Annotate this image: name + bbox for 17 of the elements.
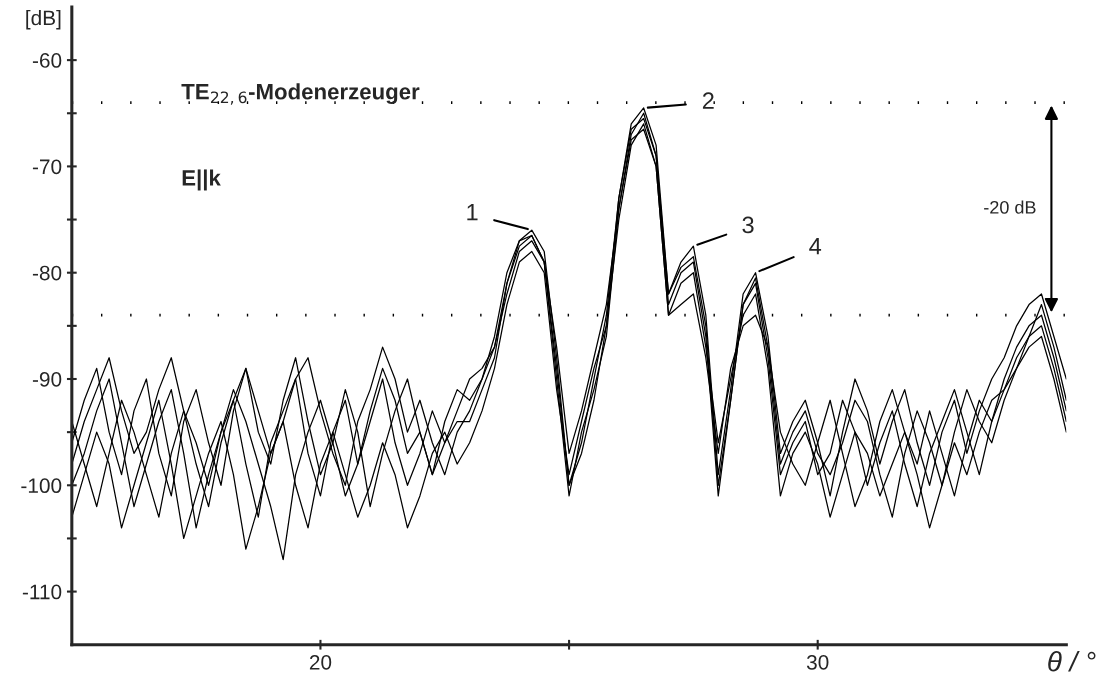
y-tick-label: -110 (22, 584, 62, 600)
y-tick-label: -90 (32, 372, 62, 387)
annotation: 4 (809, 238, 822, 255)
y-tick-label: -60 (32, 53, 62, 68)
annotation: 1 (467, 204, 478, 221)
y-tick-label: -70 (32, 159, 62, 175)
annotation: 2 (702, 92, 714, 109)
text: E||k (182, 169, 221, 191)
text: TE$_{22,6}$-Modenerzeuger (181, 83, 420, 105)
annotation: -20 dB (984, 200, 1036, 214)
x-axis-title: θ / ° (1048, 651, 1096, 672)
annotation: 3 (742, 216, 754, 234)
y-tick-label: -80 (32, 265, 62, 281)
y-axis-title: [dB] (26, 10, 61, 30)
x-tick-label: 20 (309, 655, 332, 670)
y-tick-label: -100 (21, 478, 62, 494)
x-tick-label: 30 (806, 655, 829, 670)
